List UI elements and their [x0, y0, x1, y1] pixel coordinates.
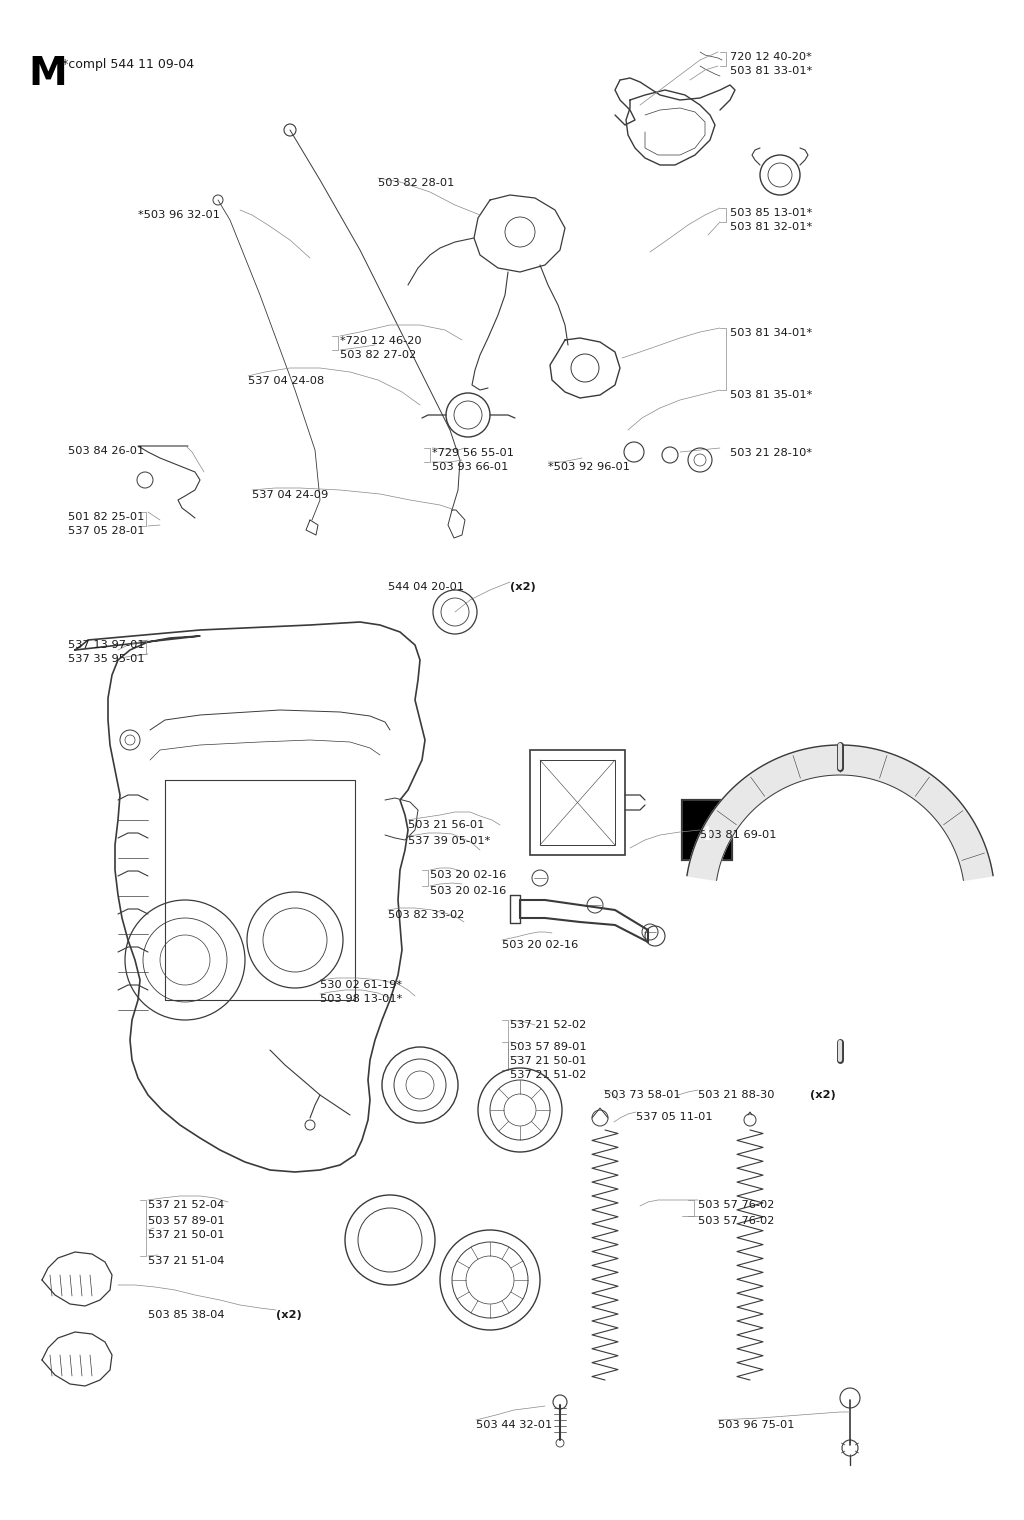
Bar: [530, 749, 625, 854]
Text: 537 39 05-01*: 537 39 05-01*: [408, 836, 490, 847]
Text: i: i: [703, 825, 711, 844]
Text: 537 21 51-04: 537 21 51-04: [148, 1256, 224, 1266]
Text: 537 04 24-08: 537 04 24-08: [248, 375, 325, 386]
Text: 503 44 32-01: 503 44 32-01: [476, 1420, 552, 1430]
Text: 530 02 61-19*: 530 02 61-19*: [319, 980, 402, 990]
Text: 503 57 89-01: 503 57 89-01: [148, 1216, 224, 1227]
Text: 503 98 13-01*: 503 98 13-01*: [319, 994, 402, 1005]
Text: 503 57 76-02: 503 57 76-02: [698, 1199, 774, 1210]
Text: 503 81 69-01: 503 81 69-01: [700, 830, 776, 841]
Text: 537 13 97-01: 537 13 97-01: [68, 640, 144, 651]
Text: 503 85 13-01*: 503 85 13-01*: [730, 208, 812, 217]
Text: *729 56 55-01: *729 56 55-01: [432, 448, 514, 458]
Text: 503 81 33-01*: 503 81 33-01*: [730, 65, 812, 76]
Text: 503 85 38-04: 503 85 38-04: [148, 1310, 224, 1319]
Text: 503 57 89-01: 503 57 89-01: [510, 1043, 587, 1052]
Text: *503 92 96-01: *503 92 96-01: [548, 462, 630, 473]
Text: 503 82 27-02: 503 82 27-02: [340, 350, 416, 360]
Text: 537 05 11-01: 537 05 11-01: [636, 1113, 713, 1122]
Text: 537 05 28-01: 537 05 28-01: [68, 526, 144, 537]
Text: 503 81 32-01*: 503 81 32-01*: [730, 222, 812, 233]
Text: 503 81 35-01*: 503 81 35-01*: [730, 391, 812, 400]
Text: *720 12 46-20: *720 12 46-20: [340, 336, 422, 347]
Text: 503 73 58-01: 503 73 58-01: [604, 1090, 681, 1100]
Bar: [682, 800, 732, 860]
Text: 503 84 26-01: 503 84 26-01: [68, 445, 144, 456]
Text: 503 82 33-02: 503 82 33-02: [388, 910, 464, 920]
Text: (x2): (x2): [810, 1090, 836, 1100]
Text: 503 20 02-16: 503 20 02-16: [430, 886, 506, 895]
Text: 537 21 50-01: 537 21 50-01: [148, 1230, 224, 1240]
Text: 503 82 28-01: 503 82 28-01: [378, 178, 455, 188]
Text: 720 12 40-20*: 720 12 40-20*: [730, 52, 812, 62]
Text: M: M: [28, 55, 67, 93]
Text: 537 04 24-09: 537 04 24-09: [252, 489, 329, 500]
Text: 537 35 95-01: 537 35 95-01: [68, 654, 144, 664]
Text: 544 04 20-01: 544 04 20-01: [388, 582, 464, 591]
Bar: [682, 800, 732, 860]
Text: 503 21 88-30: 503 21 88-30: [698, 1090, 774, 1100]
Text: 503 21 28-10*: 503 21 28-10*: [730, 448, 812, 458]
Text: 501 82 25-01: 501 82 25-01: [68, 512, 144, 521]
Text: 503 20 02-16: 503 20 02-16: [502, 939, 579, 950]
Text: (x2): (x2): [276, 1310, 302, 1319]
Text: *503 96 32-01: *503 96 32-01: [138, 210, 220, 220]
Text: *compl 544 11 09-04: *compl 544 11 09-04: [62, 58, 195, 71]
Text: 537 21 52-04: 537 21 52-04: [148, 1199, 224, 1210]
Text: 503 81 34-01*: 503 81 34-01*: [730, 328, 812, 337]
Text: 503 20 02-16: 503 20 02-16: [430, 869, 506, 880]
Text: 503 21 56-01: 503 21 56-01: [408, 819, 484, 830]
Text: 537 21 52-02: 537 21 52-02: [510, 1020, 587, 1031]
Text: 503 93 66-01: 503 93 66-01: [432, 462, 508, 473]
Text: 537 21 50-01: 537 21 50-01: [510, 1056, 587, 1066]
Text: 503 96 75-01: 503 96 75-01: [718, 1420, 795, 1430]
Text: 537 21 51-02: 537 21 51-02: [510, 1070, 587, 1081]
Bar: [540, 760, 615, 845]
Text: 503 57 76-02: 503 57 76-02: [698, 1216, 774, 1227]
Polygon shape: [687, 745, 993, 880]
Text: (x2): (x2): [510, 582, 536, 591]
